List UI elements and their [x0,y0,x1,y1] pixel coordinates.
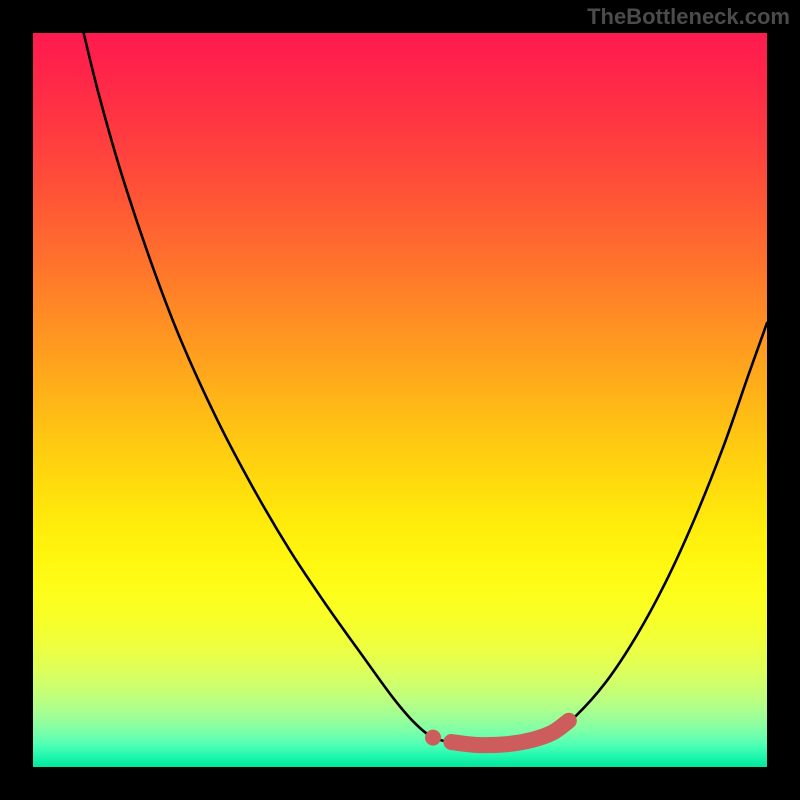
heat-gradient [33,33,767,767]
bottleneck-chart: TheBottleneck.com [0,0,800,800]
optimal-point-marker [425,730,441,746]
attribution-label: TheBottleneck.com [587,4,790,30]
chart-svg [0,0,800,800]
